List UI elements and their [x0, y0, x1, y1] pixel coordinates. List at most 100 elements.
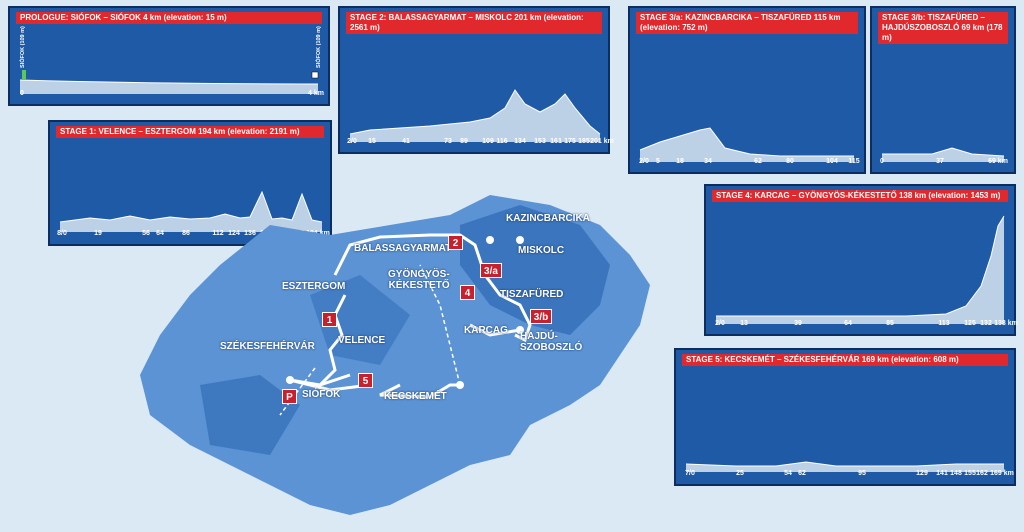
stage4-profile-panel: STAGE 4: KARCAG – GYÖNGYÖS-KÉKESTETŐ 138… — [704, 184, 1018, 336]
km-label: 185 — [578, 138, 590, 145]
stage5-profile-chart — [685, 461, 1004, 472]
km-label: 89 — [460, 138, 468, 145]
prologue-end-label: SIÓFOK (109 m) — [316, 26, 322, 68]
prologue-profile-chart — [19, 70, 319, 94]
stage2-profile-panel: STAGE 2: BALASSAGYARMAT – MISKOLC 201 km… — [338, 6, 614, 154]
km-label: 162 — [976, 470, 988, 477]
stage5-km-row: 7/0 25 54 62 95 129 141 148 155 162 169 … — [676, 470, 1014, 480]
km-label: 109 — [482, 138, 494, 145]
km-label: 161 — [550, 138, 562, 145]
km-label: 124 — [228, 230, 240, 237]
stage3a-km-row: 2/0 5 18 34 62 80 104 115 — [630, 158, 864, 168]
km-label: 125 — [964, 320, 976, 327]
stage2-title: STAGE 2: BALASSAGYARMAT – MISKOLC 201 km… — [346, 12, 602, 34]
km-label: 19 — [94, 230, 102, 237]
stage5-title: STAGE 5: KECSKEMÉT – SZÉKESFEHÉRVÁR 169 … — [682, 354, 1008, 366]
stage3b-km-row: 0 37 69 km — [872, 158, 1014, 168]
km-label: 138 km — [994, 320, 1018, 327]
stage1-profile-chart — [59, 190, 323, 232]
km-label: 2/0 — [347, 138, 357, 145]
city-esztergom: ESZTERGOM — [282, 281, 346, 292]
km-label: 169 km — [990, 470, 1014, 477]
stage-3a-badge: 3/a — [480, 263, 502, 278]
km-label: 4 km — [308, 90, 324, 97]
km-label: 41 — [402, 138, 410, 145]
km-label: 175 — [564, 138, 576, 145]
city-gyongyos-kekesteto: GYÖNGYÖS- KÉKESTETŐ — [388, 269, 450, 291]
km-label: 116 — [496, 138, 508, 145]
km-label: 112 — [212, 230, 224, 237]
km-label: 62 — [798, 470, 806, 477]
stage-1-badge: 1 — [322, 312, 337, 327]
city-miskolc: MISKOLC — [518, 245, 565, 256]
stage-5-badge: 5 — [358, 373, 373, 388]
stage3b-title: STAGE 3/b: TISZAFÜRED – HAJDÚSZOBOSZLÓ 6… — [878, 12, 1008, 44]
km-label: 136 — [244, 230, 256, 237]
km-label: 7/0 — [685, 470, 695, 477]
km-label: 64 — [844, 320, 852, 327]
stage-2-badge: 2 — [448, 235, 463, 250]
city-balassagyarmat: BALASSAGYARMAT — [354, 243, 452, 254]
stage3a-profile-chart — [639, 127, 854, 162]
km-label: 37 — [936, 158, 944, 165]
km-label: 34 — [704, 158, 712, 165]
prologue-profile-panel: PROLOGUE: SIÓFOK – SIÓFOK 4 km (elevatio… — [8, 6, 330, 106]
km-label: 134 — [514, 138, 526, 145]
km-label: 73 — [444, 138, 452, 145]
km-label: 80 — [786, 158, 794, 165]
city-hajduszoboszlo: HAJDÚ- SZOBOSZLÓ — [520, 331, 583, 353]
prologue-start-label: SIÓFOK (109 m) — [20, 26, 26, 68]
km-label: 8/0 — [57, 230, 67, 237]
city-szekesfehervar: SZÉKESFEHÉRVÁR — [220, 341, 315, 352]
km-label: 39 — [794, 320, 802, 327]
stage4-profile-chart — [716, 215, 1005, 324]
km-label: 129 — [916, 470, 928, 477]
km-label: 2/0 — [639, 158, 649, 165]
km-label: 155 — [964, 470, 976, 477]
km-label: 69 km — [988, 158, 1008, 165]
city-kazincbarcika: KAZINCBARCIKA — [506, 213, 590, 224]
km-label: 104 — [826, 158, 838, 165]
stage5-profile-panel: STAGE 5: KECSKEMÉT – SZÉKESFEHÉRVÁR 169 … — [674, 348, 1016, 486]
km-label: 0 — [880, 158, 884, 165]
city-velence: VELENCE — [338, 335, 386, 346]
km-label: 13 — [740, 320, 748, 327]
stage3a-title: STAGE 3/a: KAZINCBARCIKA – TISZAFÜRED 11… — [636, 12, 858, 34]
km-label: 25 — [736, 470, 744, 477]
km-label: 115 — [848, 158, 860, 165]
city-siofok: SIÓFOK — [302, 389, 341, 400]
stage1-title: STAGE 1: VELENCE – ESZTERGOM 194 km (ele… — [56, 126, 324, 138]
km-label: 2/0 — [715, 320, 725, 327]
prologue-title: PROLOGUE: SIÓFOK – SIÓFOK 4 km (elevatio… — [16, 12, 322, 24]
stage4-title: STAGE 4: KARCAG – GYÖNGYÖS-KÉKESTETŐ 138… — [712, 190, 1008, 202]
km-label: 56 — [142, 230, 150, 237]
hungary-map: KAZINCBARCIKA BALASSAGYARMAT MISKOLC GYÖ… — [130, 185, 690, 527]
km-label: 15 — [368, 138, 376, 145]
city-kecskemet: KECSKEMÉT — [384, 391, 447, 402]
km-label: 153 — [534, 138, 546, 145]
stage-4-badge: 4 — [460, 285, 475, 300]
km-label: 18 — [676, 158, 684, 165]
km-label: 201 km — [590, 138, 614, 145]
stage4-km-row: 2/0 13 39 64 85 113 125 132 138 km — [706, 320, 1018, 330]
km-label: 132 — [980, 320, 992, 327]
stage2-profile-chart — [349, 89, 601, 142]
km-label: 64 — [156, 230, 164, 237]
stage1-profile-panel: STAGE 1: VELENCE – ESZTERGOM 194 km (ele… — [48, 120, 332, 246]
stage2-km-row: 2/0 15 41 73 89 109 116 134 153 161 175 … — [340, 138, 614, 148]
km-label: 148 — [950, 470, 962, 477]
stage-3b-badge: 3/b — [530, 309, 552, 324]
km-label: 62 — [754, 158, 762, 165]
prologue-badge: P — [282, 389, 297, 404]
km-label: 86 — [182, 230, 190, 237]
city-karcag: KARCAG — [464, 325, 508, 336]
hungary-map-shape — [140, 195, 650, 515]
km-label: 141 — [936, 470, 948, 477]
stage3b-profile-chart — [882, 147, 1005, 162]
km-label: 54 — [784, 470, 792, 477]
km-label: 95 — [858, 470, 866, 477]
km-label: 113 — [938, 320, 950, 327]
stage3b-profile-panel: STAGE 3/b: TISZAFÜRED – HAJDÚSZOBOSZLÓ 6… — [870, 6, 1016, 174]
km-label: 5 — [656, 158, 660, 165]
km-label: 85 — [886, 320, 894, 327]
